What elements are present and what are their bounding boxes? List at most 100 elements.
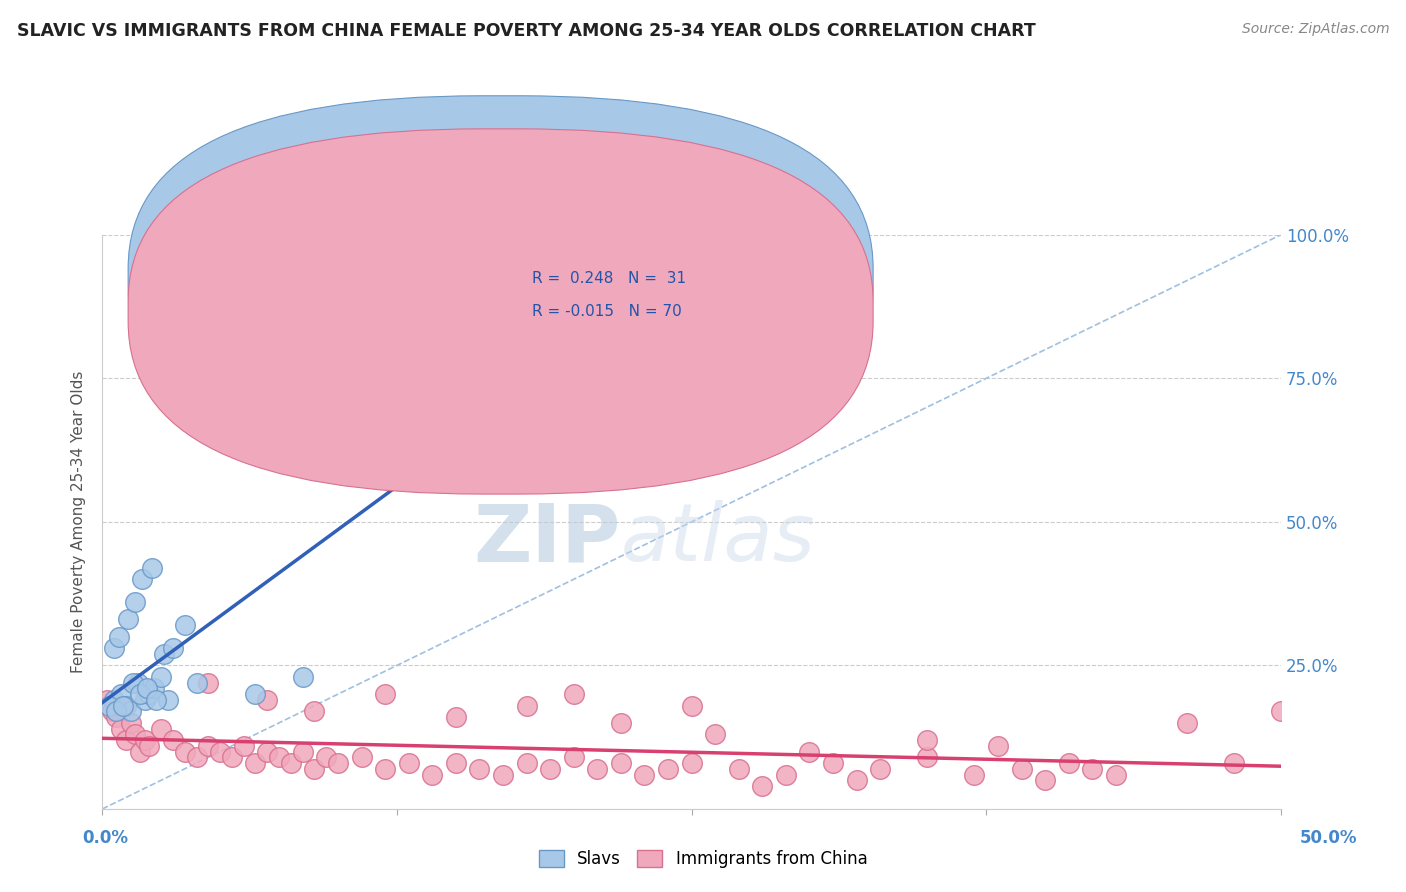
Point bbox=[162, 733, 184, 747]
Text: ZIP: ZIP bbox=[474, 500, 621, 578]
Point bbox=[444, 756, 467, 770]
Point bbox=[98, 698, 121, 713]
Point bbox=[845, 773, 868, 788]
Point bbox=[751, 779, 773, 793]
FancyBboxPatch shape bbox=[456, 252, 810, 333]
Point bbox=[209, 745, 232, 759]
Point bbox=[917, 750, 939, 764]
Point bbox=[117, 613, 139, 627]
Point bbox=[141, 561, 163, 575]
Point bbox=[398, 756, 420, 770]
Point bbox=[315, 750, 337, 764]
Point bbox=[152, 647, 174, 661]
Point bbox=[103, 641, 125, 656]
Point bbox=[987, 739, 1010, 753]
Point bbox=[145, 693, 167, 707]
Point bbox=[374, 343, 396, 357]
Text: SLAVIC VS IMMIGRANTS FROM CHINA FEMALE POVERTY AMONG 25-34 YEAR OLDS CORRELATION: SLAVIC VS IMMIGRANTS FROM CHINA FEMALE P… bbox=[17, 22, 1036, 40]
Point bbox=[127, 675, 149, 690]
Point bbox=[374, 687, 396, 701]
Point bbox=[917, 733, 939, 747]
Point bbox=[105, 705, 128, 719]
Point bbox=[186, 675, 208, 690]
Text: 50.0%: 50.0% bbox=[1301, 829, 1357, 847]
Point bbox=[727, 762, 749, 776]
Point bbox=[374, 762, 396, 776]
Point bbox=[114, 698, 136, 713]
Point bbox=[124, 595, 146, 609]
Point bbox=[468, 762, 491, 776]
Text: atlas: atlas bbox=[621, 500, 815, 578]
Text: R = -0.015   N = 70: R = -0.015 N = 70 bbox=[533, 304, 682, 319]
Point bbox=[681, 756, 703, 770]
Point bbox=[110, 687, 132, 701]
Point bbox=[1081, 762, 1104, 776]
Point bbox=[245, 687, 267, 701]
Point bbox=[304, 705, 326, 719]
Point bbox=[1105, 767, 1128, 781]
Point bbox=[157, 693, 180, 707]
Point bbox=[1033, 773, 1056, 788]
Point bbox=[100, 705, 122, 719]
Point bbox=[1011, 762, 1033, 776]
Point bbox=[143, 681, 166, 696]
Legend: Slavs, Immigrants from China: Slavs, Immigrants from China bbox=[531, 843, 875, 875]
Point bbox=[221, 750, 243, 764]
Point bbox=[105, 710, 128, 724]
Point bbox=[129, 745, 152, 759]
Point bbox=[267, 750, 290, 764]
Point bbox=[1223, 756, 1246, 770]
Point bbox=[610, 715, 633, 730]
Point bbox=[409, 458, 432, 472]
Point bbox=[610, 756, 633, 770]
Point bbox=[134, 733, 156, 747]
Point bbox=[1175, 715, 1198, 730]
Point bbox=[173, 618, 195, 632]
Point bbox=[562, 687, 585, 701]
Point bbox=[134, 693, 156, 707]
Point bbox=[633, 767, 655, 781]
Point bbox=[1270, 705, 1292, 719]
Text: R =  0.248   N =  31: R = 0.248 N = 31 bbox=[533, 271, 686, 285]
Text: Source: ZipAtlas.com: Source: ZipAtlas.com bbox=[1241, 22, 1389, 37]
Point bbox=[444, 710, 467, 724]
Point bbox=[516, 698, 538, 713]
Point bbox=[129, 687, 152, 701]
Point bbox=[120, 705, 142, 719]
Point bbox=[516, 756, 538, 770]
FancyBboxPatch shape bbox=[128, 128, 873, 494]
Point bbox=[821, 756, 844, 770]
Point bbox=[492, 767, 515, 781]
Point bbox=[1057, 756, 1080, 770]
Point bbox=[120, 715, 142, 730]
Point bbox=[96, 693, 118, 707]
Point bbox=[150, 670, 173, 684]
Point bbox=[256, 693, 278, 707]
Point bbox=[162, 641, 184, 656]
Point bbox=[775, 767, 797, 781]
Point bbox=[150, 722, 173, 736]
Point bbox=[291, 745, 314, 759]
Point bbox=[562, 750, 585, 764]
Point bbox=[107, 630, 129, 644]
Point bbox=[704, 727, 727, 741]
Point bbox=[103, 693, 125, 707]
Y-axis label: Female Poverty Among 25-34 Year Olds: Female Poverty Among 25-34 Year Olds bbox=[72, 371, 86, 673]
Point bbox=[280, 756, 302, 770]
Point bbox=[138, 739, 160, 753]
Point bbox=[869, 762, 891, 776]
Point bbox=[420, 767, 443, 781]
Point bbox=[256, 745, 278, 759]
Point bbox=[173, 745, 195, 759]
Point bbox=[121, 675, 143, 690]
Point bbox=[138, 687, 160, 701]
Point bbox=[124, 727, 146, 741]
Point bbox=[963, 767, 986, 781]
Point bbox=[304, 762, 326, 776]
Point bbox=[657, 762, 679, 776]
Point bbox=[326, 756, 349, 770]
Text: 0.0%: 0.0% bbox=[83, 829, 128, 847]
Point bbox=[131, 572, 153, 586]
Point bbox=[232, 739, 254, 753]
Point bbox=[538, 762, 561, 776]
